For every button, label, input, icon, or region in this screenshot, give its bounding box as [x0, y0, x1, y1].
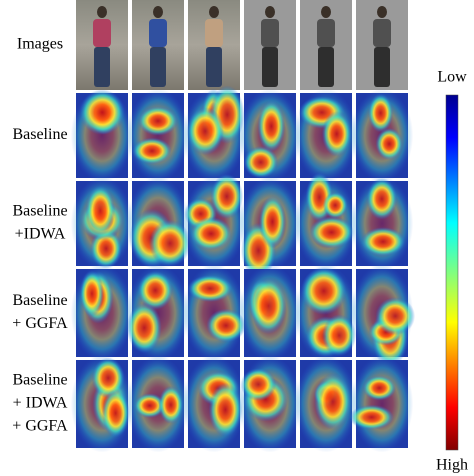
heat-blob: [258, 195, 286, 249]
colorbar-low: Low: [437, 69, 467, 86]
heat-blob: [133, 393, 166, 418]
row-label: + IDWA: [13, 395, 68, 412]
heat-blob: [79, 89, 125, 135]
heat-blob: [368, 93, 394, 133]
colorbar: [445, 94, 459, 451]
heat-blob: [148, 219, 191, 267]
heat-blob: [91, 357, 125, 399]
person-body: [317, 19, 335, 47]
heat-blob: [375, 297, 416, 336]
person-head: [153, 6, 163, 18]
heat-blob: [243, 146, 279, 179]
heat-blob: [240, 367, 277, 401]
person-head: [209, 6, 219, 18]
heat-blob: [366, 178, 398, 220]
heat-blob: [257, 100, 286, 153]
person-head: [97, 6, 107, 18]
person-legs: [374, 47, 390, 87]
heat-blob: [362, 375, 397, 401]
row-label: + GGFA: [12, 418, 68, 435]
row-label: Baseline: [12, 292, 67, 309]
heat-bg: [350, 355, 414, 453]
person-legs: [318, 47, 334, 87]
person-legs: [206, 47, 222, 87]
heat-blob: [314, 373, 352, 430]
row-label: Baseline: [12, 203, 67, 220]
heat-blob: [206, 308, 246, 343]
person-legs: [150, 47, 166, 87]
heat-blob: [137, 106, 179, 136]
heat-blob: [79, 270, 104, 317]
heat-blob: [158, 385, 184, 424]
person-body: [373, 19, 391, 47]
row-label: Baseline: [12, 126, 67, 143]
person-legs: [262, 47, 278, 87]
row-label: +IDWA: [15, 226, 66, 243]
heat-blob: [322, 191, 348, 219]
person-head: [321, 6, 331, 18]
person-head: [265, 6, 275, 18]
heat-blob: [186, 106, 224, 156]
row-label: + GGFA: [12, 315, 68, 332]
colorbar-high: High: [436, 457, 468, 474]
heat-blob: [249, 277, 287, 335]
heat-blob: [349, 404, 394, 430]
heat-blob: [375, 127, 403, 160]
person-body: [261, 19, 279, 47]
heat-blob: [126, 302, 162, 354]
heat-blob: [321, 111, 352, 157]
heat-blob: [309, 216, 354, 249]
heat-blob: [137, 270, 174, 310]
heat-blob: [85, 185, 116, 236]
heat-blob: [210, 173, 244, 219]
heat-blob: [360, 227, 406, 257]
heat-blob: [322, 314, 357, 357]
heat-blob: [101, 389, 130, 438]
heat-blob: [301, 267, 347, 315]
person-body: [205, 19, 223, 47]
heat-blob: [190, 216, 232, 251]
person-legs: [94, 47, 110, 87]
row-label: Images: [17, 36, 63, 53]
person-body: [149, 19, 167, 47]
heat-blob: [132, 137, 172, 165]
person-head: [377, 6, 387, 18]
person-body: [93, 19, 111, 47]
row-label: Baseline: [12, 372, 67, 389]
heat-blob: [187, 274, 233, 302]
heat-blob: [208, 382, 243, 437]
